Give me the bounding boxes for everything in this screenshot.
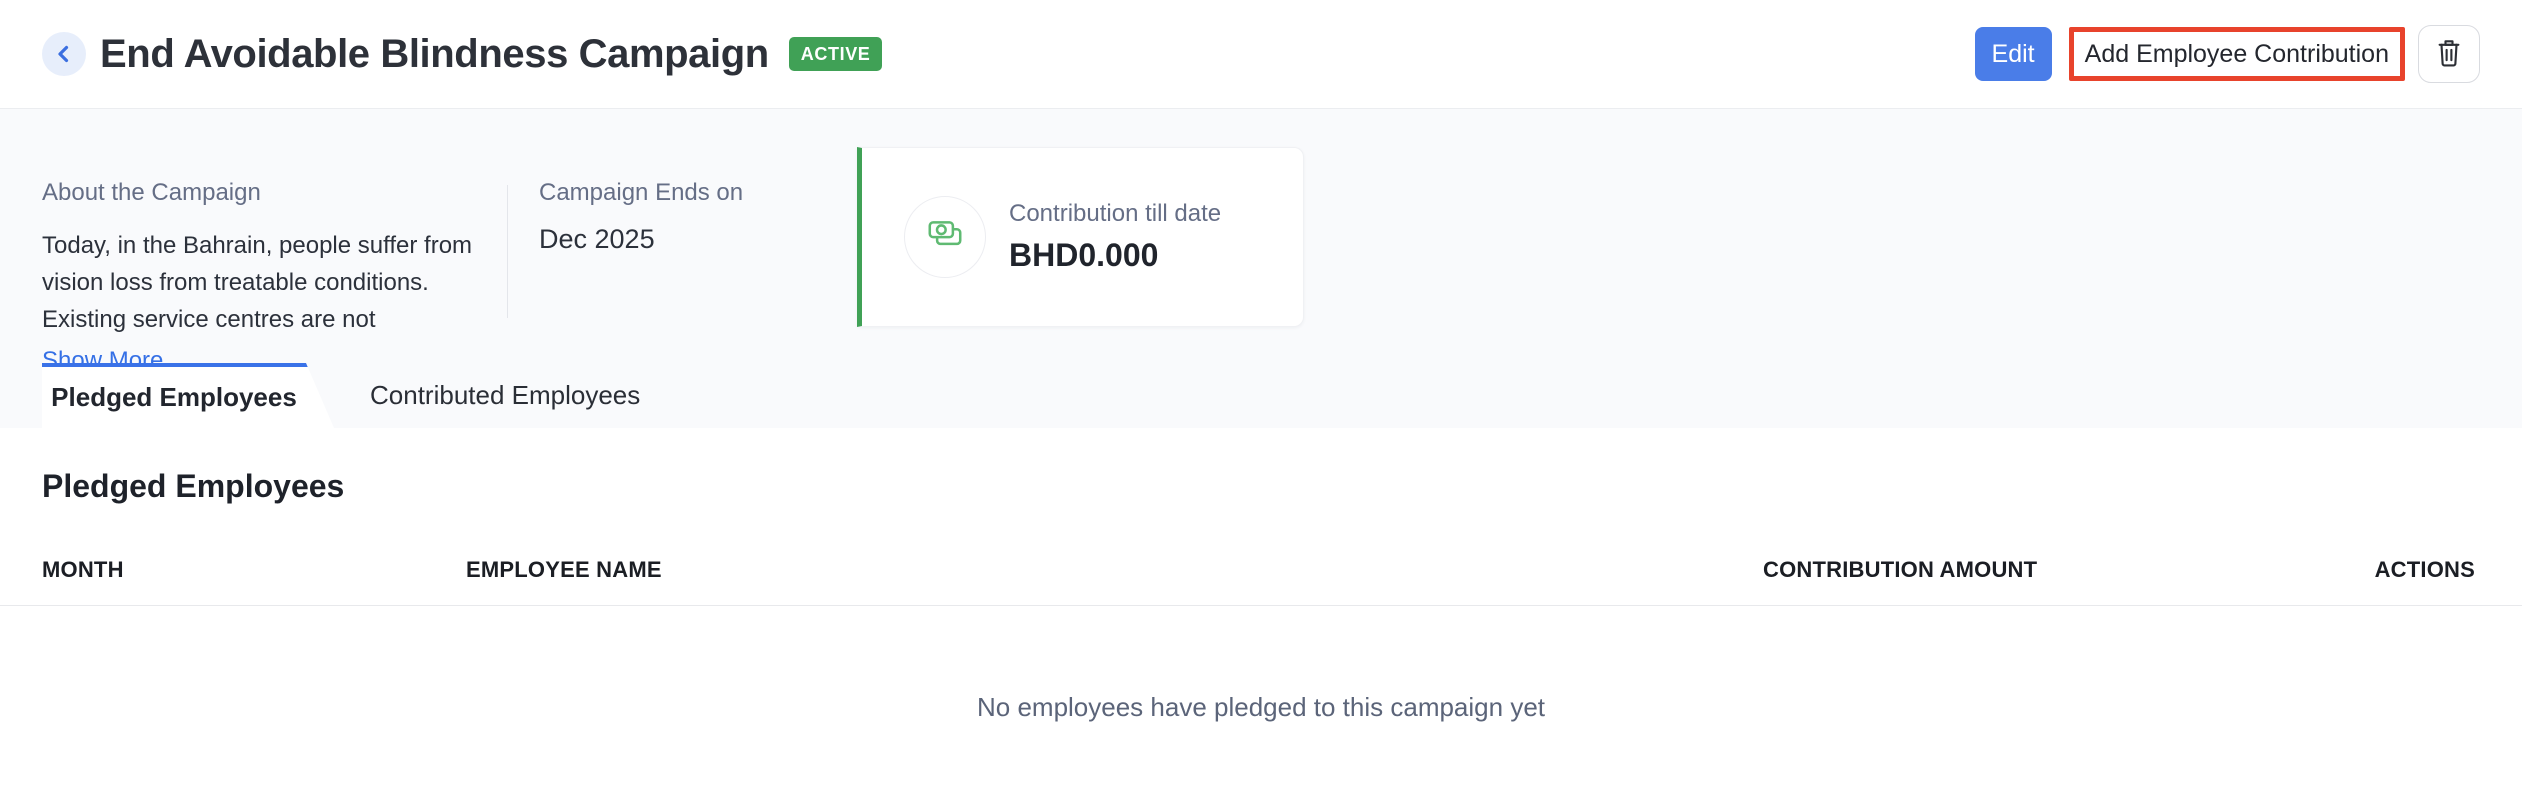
tabs: Pledged Employees Contributed Employees bbox=[0, 363, 2522, 428]
annotation-highlight-box: Add Employee Contribution bbox=[2068, 27, 2405, 81]
delete-campaign-button[interactable] bbox=[2418, 25, 2480, 83]
header-actions: Edit Add Employee Contribution bbox=[1974, 25, 2480, 83]
pledged-employees-panel: Pledged Employees MONTH EMPLOYEE NAME CO… bbox=[0, 428, 2522, 806]
chevron-left-icon bbox=[52, 42, 76, 66]
column-header-employee-name: EMPLOYEE NAME bbox=[466, 557, 662, 582]
about-section: About the Campaign Today, in the Bahrain… bbox=[42, 109, 497, 375]
trash-icon bbox=[2434, 38, 2464, 71]
campaign-summary: About the Campaign Today, in the Bahrain… bbox=[0, 109, 2522, 428]
tab-contributed-employees[interactable]: Contributed Employees bbox=[370, 380, 641, 410]
column-header-contribution-amount: CONTRIBUTION AMOUNT bbox=[1763, 557, 2038, 582]
ends-on-label: Campaign Ends on bbox=[539, 179, 744, 206]
cash-icon-circle bbox=[904, 196, 986, 278]
ends-on-value: Dec 2025 bbox=[539, 224, 655, 254]
table-header-row: MONTH EMPLOYEE NAME CONTRIBUTION AMOUNT … bbox=[0, 557, 2522, 606]
section-title: Pledged Employees bbox=[42, 468, 345, 504]
page-header: End Avoidable Blindness Campaign ACTIVE … bbox=[0, 0, 2522, 109]
back-button[interactable] bbox=[42, 32, 86, 76]
contribution-value: BHD0.000 bbox=[1009, 237, 1159, 273]
column-header-month: MONTH bbox=[42, 557, 124, 582]
empty-state-message: No employees have pledged to this campai… bbox=[976, 692, 1545, 722]
contribution-label: Contribution till date bbox=[1009, 200, 1222, 227]
contribution-card: Contribution till date BHD0.000 bbox=[857, 147, 1304, 327]
page-title: End Avoidable Blindness Campaign bbox=[100, 31, 769, 76]
campaign-ends-section: Campaign Ends on Dec 2025 bbox=[539, 109, 857, 255]
summary-row: About the Campaign Today, in the Bahrain… bbox=[0, 109, 2522, 374]
about-label: About the Campaign bbox=[42, 179, 261, 206]
cash-icon bbox=[924, 214, 966, 261]
vertical-divider bbox=[507, 185, 508, 318]
status-badge: ACTIVE bbox=[788, 37, 883, 71]
add-employee-contribution-button[interactable]: Add Employee Contribution bbox=[2073, 32, 2400, 76]
edit-button[interactable]: Edit bbox=[1974, 27, 2052, 81]
column-header-actions: ACTIONS bbox=[2374, 557, 2475, 582]
tab-pledged-employees[interactable]: Pledged Employees bbox=[42, 363, 334, 428]
about-text: Today, in the Bahrain, people suffer fro… bbox=[42, 232, 473, 333]
contribution-text: Contribution till date BHD0.000 bbox=[1009, 200, 1221, 274]
